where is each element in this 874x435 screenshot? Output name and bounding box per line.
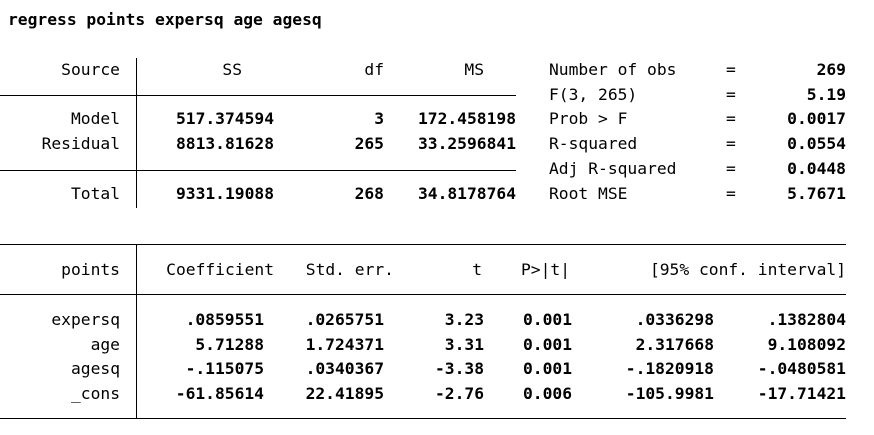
coef-ci-high: -.0480581	[757, 359, 846, 378]
stat-value: 269	[816, 60, 846, 79]
coef-t: 3.23	[444, 310, 484, 329]
coef-se: 1.724371	[305, 335, 384, 354]
stat-value: 0.0554	[787, 134, 846, 153]
coef-header-t: t	[472, 260, 482, 279]
anova-df: 268	[354, 184, 384, 203]
anova-header-df: df	[364, 60, 384, 79]
stat-equals: =	[726, 184, 736, 203]
anova-source: Total	[70, 184, 120, 203]
coef-header-var: points	[61, 260, 120, 279]
stat-label: F(3, 265)	[549, 85, 638, 104]
anova-ms: 34.8178764	[417, 184, 516, 203]
stat-label: R-squared	[549, 134, 638, 153]
anova-divider	[136, 58, 137, 208]
anova-source: Residual	[41, 134, 120, 153]
anova-df: 3	[374, 109, 384, 128]
coef-ci-high: 9.108092	[767, 335, 846, 354]
stat-value: 0.0448	[787, 159, 846, 178]
stat-label: Root MSE	[549, 184, 628, 203]
stat-value: 0.0017	[787, 109, 846, 128]
coef-p: 0.001	[522, 310, 572, 329]
stat-equals: =	[726, 60, 736, 79]
stat-value: 5.19	[806, 85, 846, 104]
coef-var: agesq	[70, 359, 120, 378]
coef-p: 0.001	[522, 335, 572, 354]
coef-rule-bottom	[0, 418, 846, 419]
anova-ss: 517.374594	[175, 109, 274, 128]
coef-value: 5.71288	[195, 335, 264, 354]
coef-t: 3.31	[444, 335, 484, 354]
coef-t: -3.38	[434, 359, 484, 378]
stat-equals: =	[726, 109, 736, 128]
coef-ci-low: -105.9981	[625, 384, 714, 403]
anova-ss: 9331.19088	[175, 184, 274, 203]
stat-label: Prob > F	[549, 109, 628, 128]
anova-rule-mid	[0, 170, 516, 171]
coef-p: 0.006	[522, 384, 572, 403]
anova-ms: 172.458198	[417, 109, 516, 128]
coef-rule-top	[0, 244, 846, 245]
stat-equals: =	[726, 134, 736, 153]
coef-divider	[136, 244, 137, 419]
coef-header-se: Std. err.	[305, 260, 394, 279]
stat-value: 5.7671	[787, 184, 846, 203]
anova-ms: 33.2596841	[417, 134, 516, 153]
anova-df: 265	[354, 134, 384, 153]
anova-ss: 8813.81628	[175, 134, 274, 153]
coef-value: -61.85614	[175, 384, 264, 403]
stat-label: Number of obs	[549, 60, 677, 79]
coef-var: _cons	[70, 384, 120, 403]
coef-se: .0265751	[305, 310, 384, 329]
coef-se: 22.41895	[305, 384, 384, 403]
command-line: regress points expersq age agesq	[8, 10, 322, 29]
coef-header-coef: Coefficient	[166, 260, 274, 279]
coef-p: 0.001	[522, 359, 572, 378]
stat-label: Adj R-squared	[549, 159, 677, 178]
coef-ci-low: .0336298	[635, 310, 714, 329]
anova-header-ss: SS	[222, 60, 242, 79]
coef-ci-high: .1382804	[767, 310, 846, 329]
anova-source: Model	[70, 109, 120, 128]
stat-equals: =	[726, 85, 736, 104]
coef-ci-low: -.1820918	[625, 359, 714, 378]
coef-header-p: P>|t|	[520, 260, 570, 279]
anova-header-source: Source	[61, 60, 120, 79]
coef-value: -.115075	[185, 359, 264, 378]
stat-equals: =	[726, 159, 736, 178]
coef-se: .0340367	[305, 359, 384, 378]
anova-rule-top	[0, 95, 516, 96]
coef-var: expersq	[51, 310, 120, 329]
coef-var: age	[90, 335, 120, 354]
coef-ci-high: -17.71421	[757, 384, 846, 403]
coef-ci-low: 2.317668	[635, 335, 714, 354]
coef-t: -2.76	[434, 384, 484, 403]
coef-rule-mid	[0, 294, 846, 295]
coef-value: .0859551	[185, 310, 264, 329]
anova-header-ms: MS	[464, 60, 484, 79]
coef-header-ci: [95% conf. interval]	[649, 260, 846, 279]
